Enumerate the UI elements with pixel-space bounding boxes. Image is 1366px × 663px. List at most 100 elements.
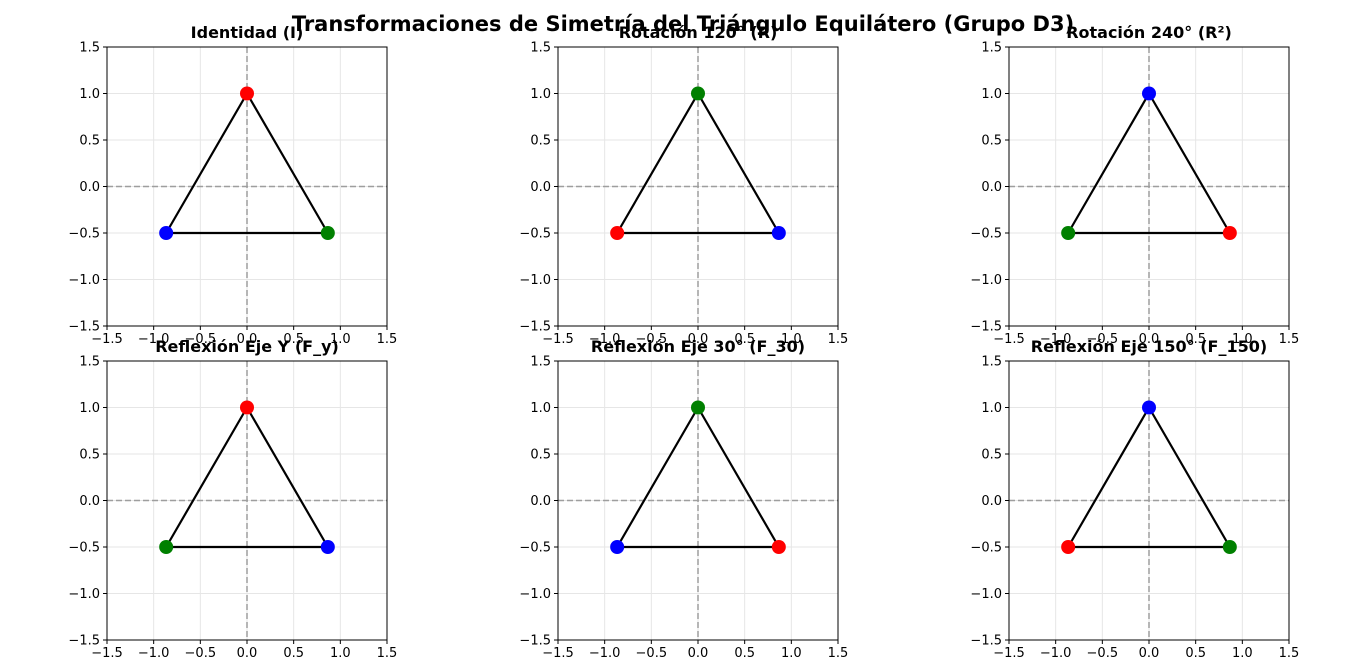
vertex-point-red bbox=[240, 86, 254, 101]
vertex-point-red bbox=[610, 226, 625, 240]
y-tick-label: −1.0 bbox=[519, 587, 551, 602]
x-tick-label: 1.5 bbox=[828, 332, 849, 347]
x-tick-label: 1.0 bbox=[330, 332, 351, 347]
subplot-grid: −1.5 −1.0 −0.5 0.0 0.5 1.0 1.5 −1.5 −1.0 −0.5 0.0 0… bbox=[68, 23, 1299, 661]
x-tick-label: 0.5 bbox=[283, 332, 304, 347]
vertex-point-green bbox=[1222, 540, 1237, 554]
x-tick-label: −0.5 bbox=[1087, 646, 1119, 661]
vertex-point-green bbox=[691, 400, 705, 415]
x-tick-label: −0.5 bbox=[636, 332, 668, 347]
x-tick-label: 1.0 bbox=[1232, 332, 1253, 347]
y-tick-label: 0.0 bbox=[530, 180, 551, 195]
y-tick-label: −1.5 bbox=[970, 320, 1002, 335]
vertex-point-blue bbox=[1142, 86, 1156, 101]
x-tick-label: −1.0 bbox=[138, 646, 170, 661]
x-tick-label: 1.5 bbox=[1279, 646, 1300, 661]
y-tick-label: 1.5 bbox=[530, 41, 551, 56]
x-tick-label: −1.0 bbox=[589, 646, 621, 661]
subplot-panel: −1.5 −1.0 −0.5 0.0 0.5 1.0 1.5 −1.5 −1.0 −0.5 0.0 0… bbox=[970, 337, 1299, 661]
subplot-title: Reflexión Eje Y (F_y) bbox=[155, 337, 339, 356]
y-tick-label: −1.5 bbox=[970, 634, 1002, 649]
y-tick-label: −1.0 bbox=[68, 587, 100, 602]
subplot-panel: −1.5 −1.0 −0.5 0.0 0.5 1.0 1.5 −1.5 −1.0 −0.5 0.0 0… bbox=[970, 23, 1299, 347]
y-tick-label: −1.0 bbox=[519, 273, 551, 288]
x-tick-label: 1.0 bbox=[781, 332, 802, 347]
y-tick-label: 1.5 bbox=[530, 355, 551, 370]
y-tick-label: −1.5 bbox=[519, 320, 551, 335]
x-tick-label: −1.0 bbox=[1040, 332, 1072, 347]
y-tick-label: 1.5 bbox=[79, 355, 100, 370]
x-tick-label: −1.5 bbox=[91, 646, 123, 661]
y-tick-label: 1.5 bbox=[981, 355, 1002, 370]
triangle-edge bbox=[245, 92, 329, 235]
triangle-edge bbox=[1067, 92, 1151, 235]
vertex-point-green bbox=[320, 226, 335, 240]
y-tick-label: 0.5 bbox=[981, 448, 1002, 463]
y-tick-label: 1.0 bbox=[530, 87, 551, 102]
vertex-point-blue bbox=[610, 540, 625, 554]
triangle-edge bbox=[696, 406, 780, 549]
vertex-point-blue bbox=[771, 226, 786, 240]
x-tick-label: 0.0 bbox=[237, 646, 258, 661]
y-tick-label: −1.0 bbox=[68, 273, 100, 288]
x-tick-label: 0.0 bbox=[688, 332, 709, 347]
y-tick-label: 0.0 bbox=[981, 180, 1002, 195]
x-tick-label: 0.5 bbox=[734, 332, 755, 347]
vertex-point-red bbox=[240, 400, 254, 415]
y-tick-label: 1.5 bbox=[981, 41, 1002, 56]
y-tick-label: −0.5 bbox=[519, 541, 551, 556]
subplot-title: Rotación 120° (R) bbox=[619, 23, 778, 42]
x-tick-label: 1.5 bbox=[377, 646, 398, 661]
x-tick-label: 0.5 bbox=[1185, 646, 1206, 661]
vertex-point-red bbox=[1061, 540, 1076, 554]
y-tick-label: −1.5 bbox=[519, 634, 551, 649]
subplot-panel: −1.5 −1.0 −0.5 0.0 0.5 1.0 1.5 −1.5 −1.0 −0.5 0.0 0… bbox=[68, 337, 397, 661]
x-tick-label: −1.5 bbox=[993, 646, 1025, 661]
y-tick-label: 1.0 bbox=[981, 401, 1002, 416]
y-tick-label: −1.0 bbox=[970, 587, 1002, 602]
y-tick-label: −1.5 bbox=[68, 634, 100, 649]
x-tick-label: 1.0 bbox=[330, 646, 351, 661]
vertex-point-blue bbox=[159, 226, 174, 240]
y-tick-label: 0.0 bbox=[79, 494, 100, 509]
y-tick-label: −1.5 bbox=[68, 320, 100, 335]
y-tick-label: −0.5 bbox=[970, 541, 1002, 556]
x-tick-label: −0.5 bbox=[636, 646, 668, 661]
triangle-edge bbox=[165, 406, 249, 549]
y-tick-label: 1.0 bbox=[79, 401, 100, 416]
x-tick-label: 1.5 bbox=[828, 646, 849, 661]
x-tick-label: −1.0 bbox=[589, 332, 621, 347]
y-tick-label: 0.5 bbox=[79, 448, 100, 463]
x-tick-label: −0.5 bbox=[185, 332, 217, 347]
vertex-point-green bbox=[691, 86, 705, 101]
triangle-edge bbox=[696, 92, 780, 235]
x-tick-label: 0.0 bbox=[1139, 332, 1160, 347]
vertex-point-green bbox=[159, 540, 174, 554]
y-tick-label: 0.5 bbox=[79, 134, 100, 149]
x-tick-label: −1.5 bbox=[542, 646, 574, 661]
triangle-edge bbox=[245, 406, 329, 549]
x-tick-label: 0.5 bbox=[283, 646, 304, 661]
figure-suptitle: Transformaciones de Simetría del Triángu… bbox=[292, 12, 1074, 36]
y-tick-label: −0.5 bbox=[519, 227, 551, 242]
y-tick-label: −0.5 bbox=[970, 227, 1002, 242]
x-tick-label: −0.5 bbox=[1087, 332, 1119, 347]
subplot-panel: −1.5 −1.0 −0.5 0.0 0.5 1.0 1.5 −1.5 −1.0 −0.5 0.0 0… bbox=[68, 23, 397, 347]
triangle-edge bbox=[165, 92, 249, 235]
y-tick-label: 0.5 bbox=[530, 134, 551, 149]
y-tick-label: 1.0 bbox=[530, 401, 551, 416]
vertex-point-blue bbox=[1142, 400, 1156, 415]
x-tick-label: −1.5 bbox=[993, 332, 1025, 347]
y-tick-label: 0.0 bbox=[530, 494, 551, 509]
subplot-title: Identidad (I) bbox=[191, 23, 304, 42]
y-tick-label: −1.0 bbox=[970, 273, 1002, 288]
subplot-title: Rotación 240° (R²) bbox=[1066, 23, 1232, 42]
x-tick-label: 0.0 bbox=[237, 332, 258, 347]
x-tick-label: −0.5 bbox=[185, 646, 217, 661]
x-tick-label: 1.5 bbox=[1279, 332, 1300, 347]
x-tick-label: 0.0 bbox=[1139, 646, 1160, 661]
vertex-point-red bbox=[1222, 226, 1237, 240]
y-tick-label: 1.0 bbox=[79, 87, 100, 102]
triangle-edge bbox=[1067, 406, 1151, 549]
